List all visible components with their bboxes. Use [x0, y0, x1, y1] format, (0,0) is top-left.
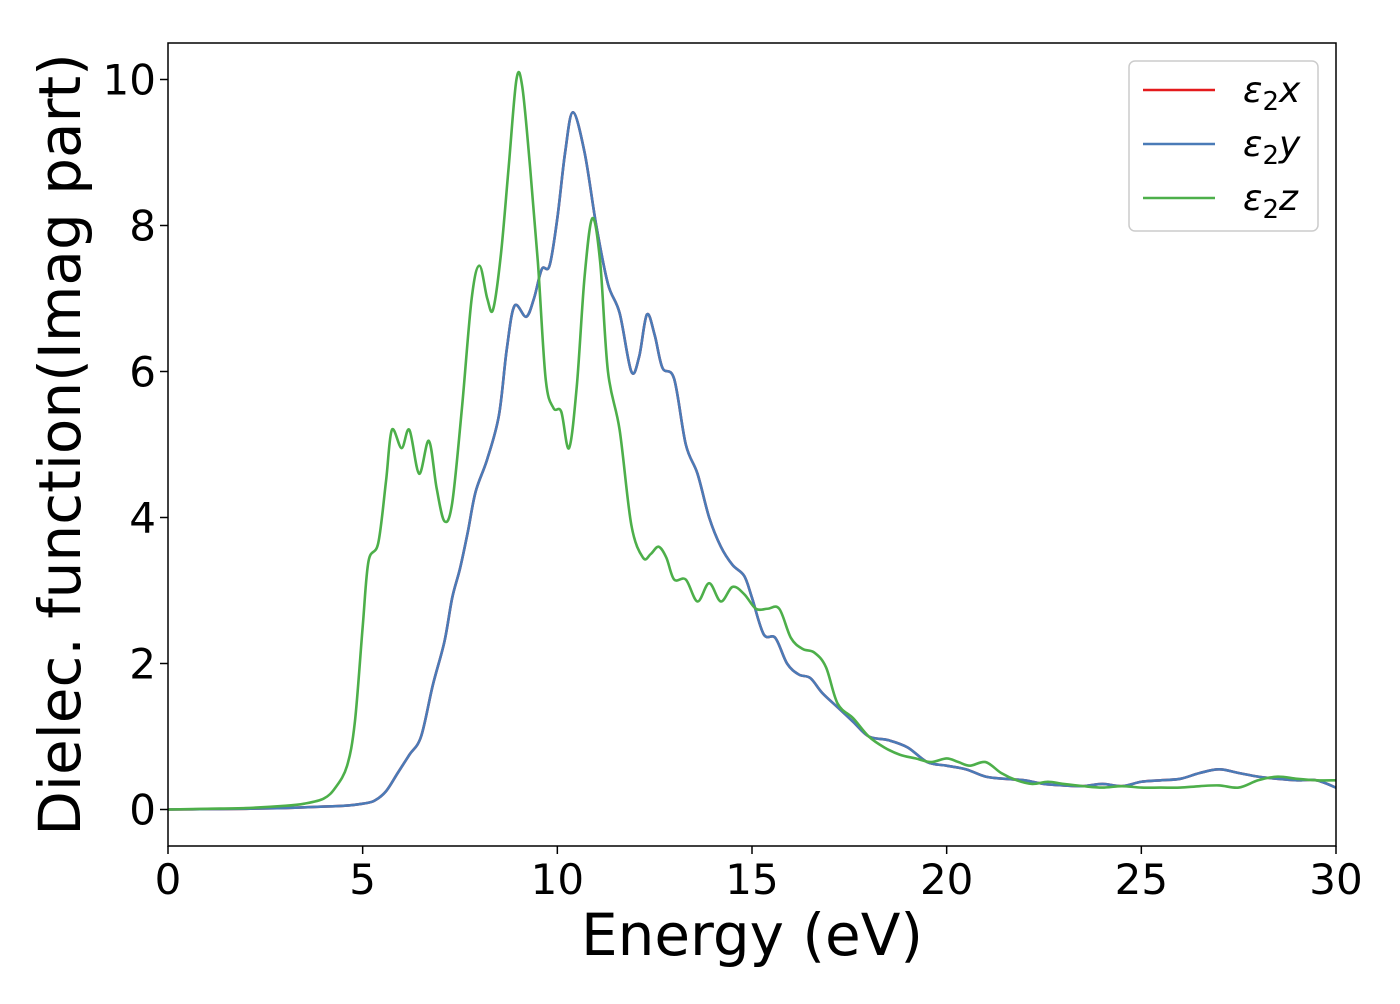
- plot-frame: [167, 42, 1337, 847]
- x-tick-label: 25: [1115, 855, 1168, 904]
- legend-component: x: [1278, 70, 1301, 111]
- x-tick-label: 15: [725, 855, 778, 904]
- legend-component: y: [1278, 124, 1301, 165]
- series-line-z: [168, 70, 1336, 811]
- legend-label-x: ε2x: [1243, 70, 1301, 117]
- legend-subscript: 2: [1262, 141, 1279, 171]
- legend-component: z: [1278, 178, 1299, 219]
- y-axis-label: Dielec. function(Imag part): [26, 53, 94, 836]
- y-tick-label: 8: [129, 202, 156, 251]
- series-layer: [168, 70, 1336, 811]
- y-tick-label: 6: [129, 348, 156, 397]
- legend-label-z: ε2z: [1243, 178, 1299, 225]
- y-tick-label: 2: [129, 640, 156, 689]
- y-tick-label: 10: [103, 56, 156, 105]
- x-tick-label: 0: [155, 855, 182, 904]
- legend-frame: [1128, 60, 1319, 232]
- y-ticks: 0 2 4 6 8 10: [103, 56, 168, 835]
- x-ticks: 0 5 10 15 20 25 30: [155, 846, 1363, 904]
- legend-symbol: ε: [1243, 178, 1262, 219]
- y-tick-label: 4: [129, 494, 156, 543]
- x-tick-label: 5: [349, 855, 376, 904]
- legend-symbol: ε: [1243, 70, 1262, 111]
- legend-symbol: ε: [1243, 124, 1262, 165]
- legend-subscript: 2: [1262, 195, 1279, 225]
- x-tick-label: 20: [920, 855, 973, 904]
- x-tick-label: 30: [1309, 855, 1362, 904]
- y-tick-label: 0: [129, 786, 156, 835]
- x-axis-label: Energy (eV): [581, 901, 923, 969]
- legend-subscript: 2: [1262, 87, 1279, 117]
- x-tick-label: 10: [531, 855, 584, 904]
- legend-label-y: ε2y: [1243, 124, 1301, 171]
